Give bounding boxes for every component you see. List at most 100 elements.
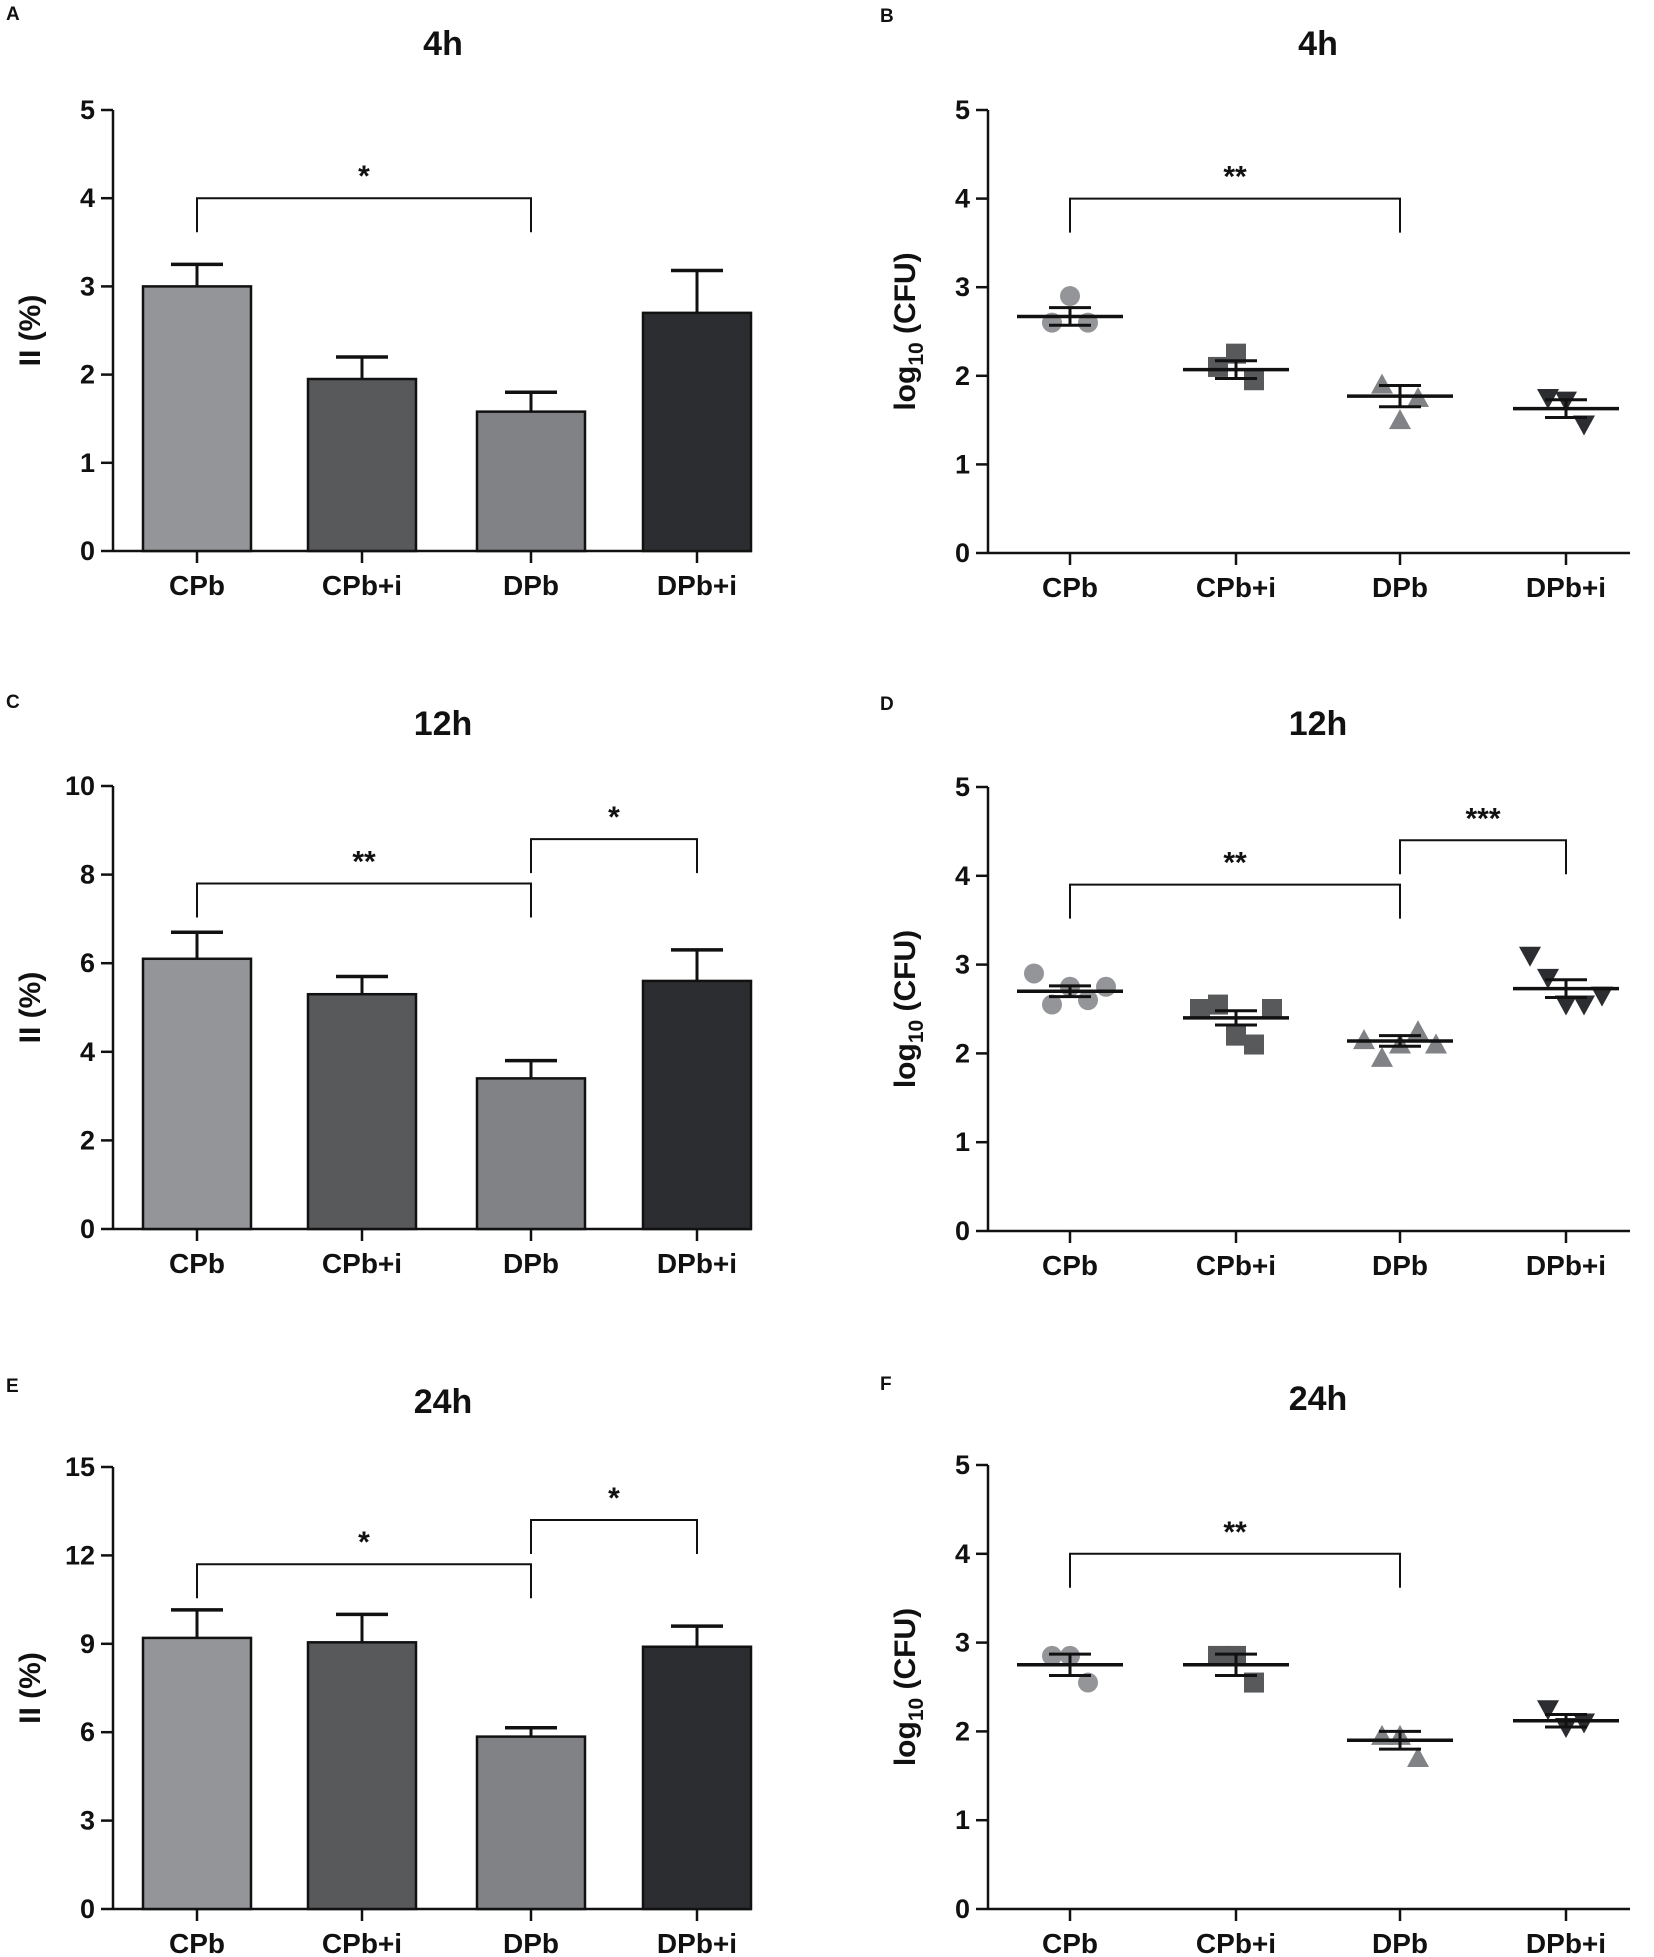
x-tick-label: CPb (1042, 1928, 1098, 1957)
chart-panel-b: B 4h 0 1 2 3 4 5 CPb CPb+i DPb DPb+i log10 (CFU) ** (880, 6, 1630, 603)
significance-label: * (608, 1482, 620, 1515)
x-tick-label: DPb (1372, 1250, 1428, 1281)
significance-label: ** (1223, 1516, 1247, 1549)
chart-title: 12h (1289, 705, 1348, 743)
chart-panel-f: F 24h 0 1 2 3 4 5 CPb CPb+i DPb DPb+i log10 (CFU) ** (880, 1374, 1630, 1957)
significance-label: *** (1465, 802, 1500, 835)
bar (141, 957, 253, 1231)
x-tick-label: DPb+i (1526, 572, 1606, 603)
y-tick-label: 4 (955, 184, 970, 214)
y-axis-label: log10 (CFU) (889, 1608, 928, 1766)
data-point (1371, 373, 1393, 394)
y-tick-label: 2 (955, 1038, 970, 1068)
data-point (1244, 370, 1264, 391)
panel-letter: E (6, 1376, 19, 1397)
x-tick-label: DPb+i (657, 1248, 737, 1279)
significance-bracket (196, 1563, 532, 1599)
chart-title: 4h (1298, 25, 1338, 63)
bar (141, 285, 253, 553)
y-axis-label: log10 (CFU) (889, 930, 928, 1088)
x-tick-label: DPb+i (657, 1928, 737, 1957)
y-tick-label: 2 (955, 1716, 970, 1746)
data-point (1519, 946, 1541, 967)
x-tick-label: CPb+i (1196, 572, 1276, 603)
y-tick-label: 5 (955, 1450, 970, 1480)
data-point (1060, 286, 1080, 307)
data-point (1407, 1020, 1429, 1041)
y-tick-label: 4 (955, 1539, 970, 1569)
bar (475, 1077, 587, 1231)
significance-bracket (1069, 883, 1401, 919)
x-tick-label: CPb (1042, 1250, 1098, 1281)
data-point (1573, 415, 1595, 436)
data-point (1573, 1713, 1595, 1734)
chart-title: 24h (1289, 1380, 1348, 1418)
y-axis-label-part: log (889, 1721, 922, 1766)
x-tick-label: CPb (169, 1248, 225, 1279)
y-tick-label: 5 (955, 772, 970, 802)
y-axis-label: II (%) (14, 1652, 47, 1724)
x-tick-label: DPb (1372, 1928, 1428, 1957)
data-point (1042, 994, 1062, 1015)
chart-panel-a: A 4h 0 1 2 3 4 5 CPb CPb+i DPb DPb+i II (%) * (6, 4, 753, 601)
y-tick-label: 6 (80, 948, 95, 978)
bar (306, 377, 418, 553)
significance-bracket (196, 197, 532, 233)
y-tick-label: 1 (955, 449, 970, 479)
significance-label: ** (352, 845, 376, 878)
y-axis-label-subscript: 10 (905, 1020, 928, 1043)
bar (641, 979, 753, 1231)
significance-label: ** (1223, 161, 1247, 194)
chart-panel-e: E 24h 0 3 6 9 12 15 CPb CPb+i DPb DPb+i II (%) * * (6, 1376, 753, 1957)
data-point (1425, 1033, 1447, 1054)
panel-letter: B (880, 6, 894, 27)
x-tick-label: CPb (1042, 572, 1098, 603)
y-tick-label: 4 (955, 861, 970, 891)
y-tick-label: 2 (80, 360, 95, 390)
data-point (1226, 343, 1246, 364)
y-axis-label-part: log (889, 366, 922, 411)
y-tick-label: 3 (955, 1628, 970, 1658)
y-tick-label: 3 (80, 1806, 95, 1836)
data-point (1208, 1645, 1228, 1666)
significance-label: ** (1223, 847, 1247, 880)
data-point (1190, 999, 1210, 1019)
bar (306, 1641, 418, 1911)
y-axis-label: II (%) (14, 295, 47, 367)
x-tick-label: DPb (1372, 572, 1428, 603)
y-axis-label: log10 (CFU) (889, 252, 928, 410)
y-tick-label: 15 (65, 1452, 95, 1482)
chart-title: 12h (414, 705, 473, 743)
significance-label: * (358, 160, 370, 193)
y-tick-label: 0 (80, 536, 95, 566)
data-point (1555, 995, 1577, 1016)
y-tick-label: 1 (80, 448, 95, 478)
y-tick-label: 0 (80, 1214, 95, 1244)
x-tick-label: CPb (169, 570, 225, 601)
y-tick-label: 10 (65, 771, 95, 801)
y-tick-label: 2 (955, 361, 970, 391)
data-point (1371, 1046, 1393, 1067)
bar (475, 410, 587, 553)
panel-letter: A (6, 4, 20, 25)
y-tick-label: 0 (80, 1894, 95, 1924)
data-point (1244, 1034, 1264, 1055)
panel-letter: F (880, 1374, 892, 1395)
y-tick-label: 3 (955, 272, 970, 302)
x-tick-label: DPb+i (1526, 1928, 1606, 1957)
x-tick-label: CPb+i (322, 1248, 402, 1279)
significance-bracket (1399, 839, 1567, 875)
y-axis-label-part: (CFU) (889, 1608, 922, 1698)
x-tick-label: CPb+i (1196, 1928, 1276, 1957)
data-point (1078, 1672, 1098, 1693)
y-tick-label: 1 (955, 1127, 970, 1157)
y-axis-label-part: (CFU) (889, 930, 922, 1020)
chart-title: 24h (414, 1383, 473, 1421)
data-point (1591, 986, 1613, 1007)
data-point (1096, 976, 1116, 997)
data-point (1244, 1672, 1264, 1693)
bar (141, 1636, 253, 1911)
x-tick-label: CPb+i (1196, 1250, 1276, 1281)
bar (306, 992, 418, 1231)
bar (475, 1735, 587, 1911)
